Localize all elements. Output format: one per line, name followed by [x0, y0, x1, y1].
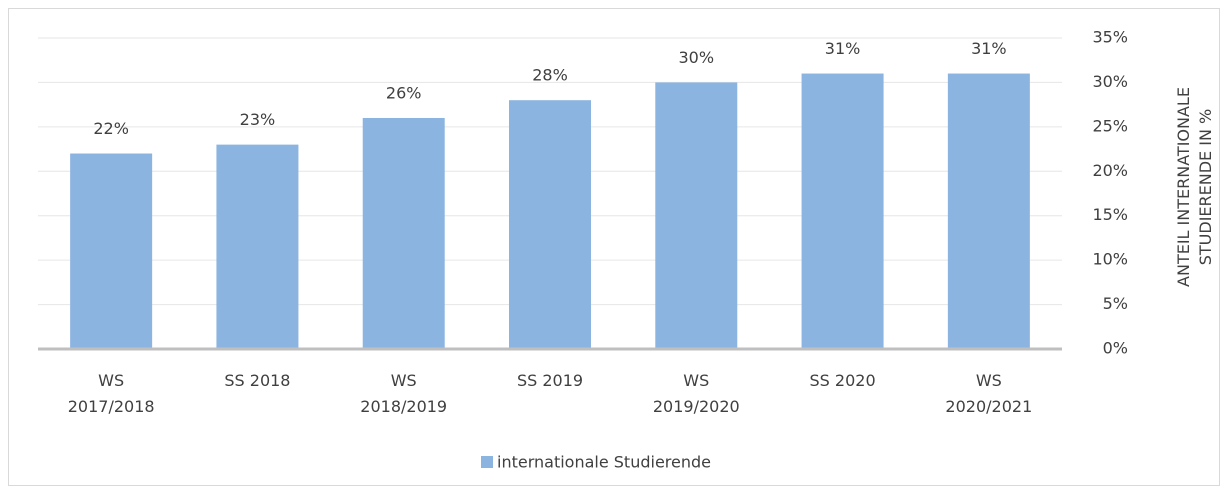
- legend-swatch: [481, 456, 493, 468]
- x-tick-label: SS 2018: [224, 371, 291, 390]
- y-tick-label: 5%: [1103, 294, 1128, 313]
- x-tick-label: SS 2020: [809, 371, 876, 390]
- bar: [947, 73, 1030, 350]
- data-label: 26%: [386, 83, 422, 102]
- legend-label: internationale Studierende: [497, 453, 711, 472]
- bar: [70, 153, 153, 349]
- bar: [509, 100, 591, 349]
- data-label: 31%: [971, 39, 1007, 58]
- y-tick-label: 30%: [1092, 72, 1128, 91]
- x-tick-label: WS 2017/2018: [67, 371, 155, 416]
- data-label: 30%: [679, 48, 715, 67]
- y-tick-label: 25%: [1092, 116, 1128, 135]
- chart-frame: [8, 8, 1220, 486]
- y-tick-label: 10%: [1092, 250, 1128, 269]
- y-tick-label: 35%: [1092, 28, 1128, 47]
- y-tick-label: 0%: [1103, 339, 1128, 358]
- y-tick-label: 20%: [1092, 161, 1128, 180]
- bar: [216, 144, 299, 349]
- x-tick-label: WS 2019/2020: [652, 371, 740, 416]
- data-label: 22%: [93, 119, 129, 138]
- data-label: 28%: [532, 66, 568, 85]
- y-tick-label: 15%: [1092, 205, 1128, 224]
- x-tick-label: WS 2020/2021: [945, 371, 1033, 416]
- bar: [655, 82, 738, 349]
- x-tick-label: SS 2019: [516, 371, 584, 390]
- y-axis-title: ANTEIL INTERNATIONALE STUDIERENDE IN %: [1174, 87, 1215, 287]
- data-label: 23%: [240, 110, 276, 129]
- x-tick-label: WS 2018/2019: [360, 371, 448, 416]
- bar: [362, 117, 445, 349]
- data-label: 31%: [825, 39, 861, 58]
- bar: [801, 73, 884, 350]
